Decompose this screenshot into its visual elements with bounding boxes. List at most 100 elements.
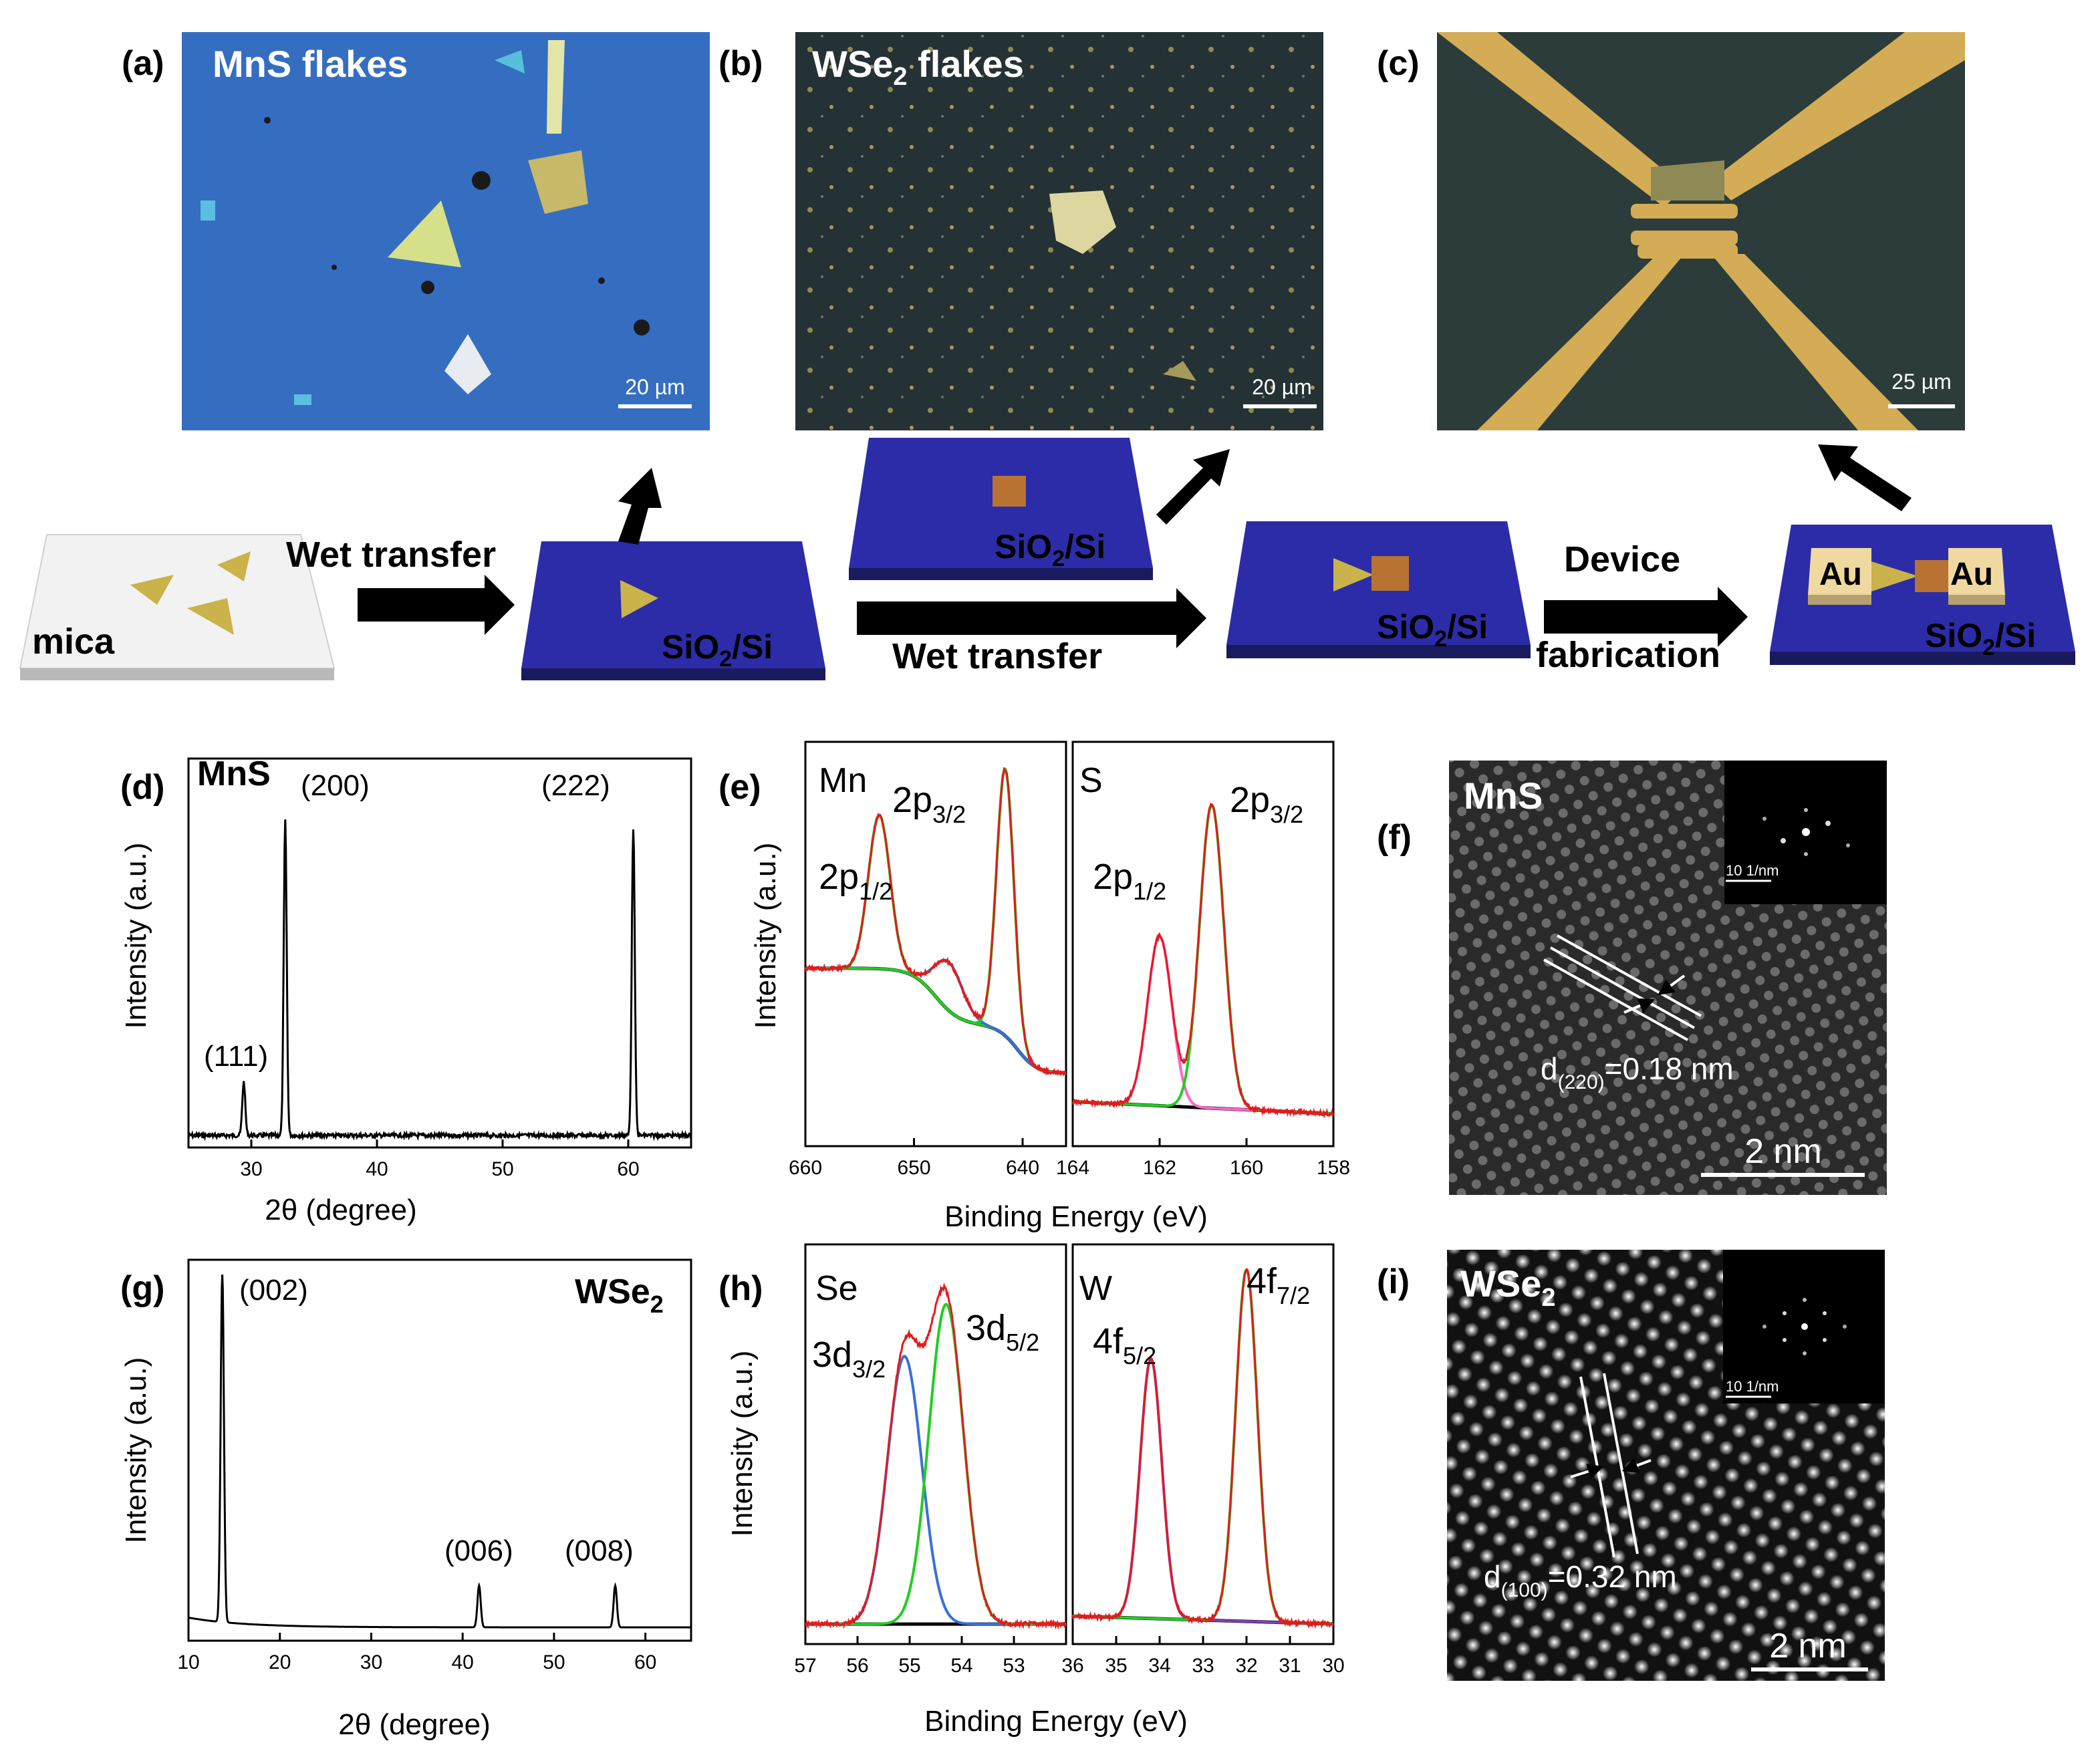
wet-transfer-label-1: Wet transfer xyxy=(286,535,496,575)
arrow-to-b xyxy=(1156,449,1230,525)
orbital-se-5-2: 3d5/2 xyxy=(966,1308,1039,1356)
chart-e-mn: 660 650 640 xyxy=(789,740,1067,1179)
chart-g: 10 20 30 40 50 60 xyxy=(177,1258,692,1673)
ylabel-h: Intensity (a.u.) xyxy=(726,1351,759,1537)
scale-label-f: 2 nm xyxy=(1744,1132,1822,1171)
ylabel-d: Intensity (a.u.) xyxy=(120,843,152,1029)
chart-h-w-tick-label: 35 xyxy=(1105,1655,1127,1677)
scale-label-b: 20 µm xyxy=(1252,375,1312,399)
arrow-to-a xyxy=(618,468,662,545)
ylabel-e: Intensity (a.u.) xyxy=(749,843,782,1029)
title-a: MnS flakes xyxy=(213,43,408,85)
tem-image-i xyxy=(1447,1250,1885,1681)
scale-label-i: 2 nm xyxy=(1769,1627,1847,1665)
panel-label-a: (a) xyxy=(122,44,164,83)
orbital-s-3-2: 2p3/2 xyxy=(1230,780,1303,828)
chart-g-frame xyxy=(187,1258,692,1642)
peak-label-d-111: (111) xyxy=(204,1040,268,1073)
element-mn: Mn xyxy=(819,761,867,800)
chart-d: 30 40 50 60 xyxy=(187,757,692,1180)
scale-label-c: 25 µm xyxy=(1891,370,1952,394)
arrow-device-fabrication xyxy=(1544,587,1748,647)
chart-g-tick-label: 60 xyxy=(634,1651,656,1673)
chart-h-w-tick-label: 36 xyxy=(1061,1655,1083,1677)
chart-e-s-frame xyxy=(1071,740,1335,1147)
micrograph-b xyxy=(795,32,1323,430)
chart-d-tick-label: 40 xyxy=(366,1158,388,1180)
title-f: MnS xyxy=(1464,775,1543,817)
panel-label-h: (h) xyxy=(718,1269,763,1308)
fabrication-label: fabrication xyxy=(1536,635,1720,675)
orbital-se-3-2: 3d3/2 xyxy=(812,1335,886,1383)
chart-d-series xyxy=(188,819,692,1141)
arrow-wet-transfer-2 xyxy=(857,588,1206,648)
wet-transfer-label-2: Wet transfer xyxy=(892,636,1102,676)
chart-e-mn-component-0 xyxy=(805,813,1066,1075)
chart-h-w-tick-label: 30 xyxy=(1322,1655,1344,1677)
au-label-right: Au xyxy=(1950,557,1993,592)
title-b: WSe2 flakes xyxy=(812,43,1024,91)
au-label-left: Au xyxy=(1819,557,1862,592)
chart-h-se-tick-label: 56 xyxy=(846,1655,868,1677)
panel-label-b: (b) xyxy=(718,44,763,83)
panel-label-c: (c) xyxy=(1377,44,1420,83)
element-w: W xyxy=(1079,1269,1112,1308)
d-spacing-i: d(100)=0.32 nm xyxy=(1484,1559,1677,1601)
chart-e-s-tick-label: 164 xyxy=(1056,1157,1089,1179)
substrate-3 xyxy=(1226,521,1531,658)
chart-e-s-tick-label: 160 xyxy=(1230,1157,1263,1179)
chart-d-tick-label: 50 xyxy=(491,1158,513,1180)
chart-h-se-tick-label: 54 xyxy=(950,1655,972,1677)
chart-e-mn-tick-label: 640 xyxy=(1006,1157,1039,1179)
xlabel-d: 2θ (degree) xyxy=(265,1194,416,1226)
chart-e-s-component-1 xyxy=(1073,803,1333,1115)
chart-e-mn-frame xyxy=(804,740,1067,1147)
chart-e-s-measured xyxy=(1071,803,1334,1119)
orbital-mn-3-2: 2p3/2 xyxy=(892,780,966,828)
chart-d-frame xyxy=(187,757,692,1149)
element-se: Se xyxy=(815,1269,858,1308)
orbital-w-5-2: 4f5/2 xyxy=(1093,1321,1156,1369)
chart-e-mn-measured xyxy=(804,767,1067,1077)
peak-label-g-002: (002) xyxy=(239,1274,308,1307)
element-s: S xyxy=(1079,761,1103,800)
chart-e-mn-tick-label: 660 xyxy=(789,1157,822,1179)
title-i: WSe2 xyxy=(1460,1262,1556,1312)
chart-h-se: 57 56 55 54 53 xyxy=(794,1243,1067,1677)
d-spacing-f: d(220)=0.18 nm xyxy=(1541,1051,1734,1093)
mica-substrate xyxy=(19,534,336,680)
substrate-label-wse2: SiO2/Si xyxy=(995,528,1105,571)
chart-e-s: 164 162 160 158 xyxy=(1056,740,1350,1179)
orbital-w-7-2: 4f7/2 xyxy=(1246,1261,1310,1309)
orbital-mn-1-2: 2p1/2 xyxy=(819,857,892,905)
chart-h-w-measured xyxy=(1071,1268,1335,1629)
panel-label-f: (f) xyxy=(1377,818,1412,857)
panel-label-i: (i) xyxy=(1377,1262,1410,1301)
chart-g-series xyxy=(188,1274,691,1629)
substrate-label-1: SiO2/Si xyxy=(662,628,773,672)
inset-scale-i: 10 1/nm xyxy=(1726,1378,1779,1395)
chart-h-se-tick-label: 55 xyxy=(898,1655,920,1677)
title-g: WSe2 xyxy=(575,1272,664,1318)
micrograph-a xyxy=(182,32,710,430)
peak-label-d-222: (222) xyxy=(541,769,610,802)
chart-d-tick-label: 30 xyxy=(240,1158,262,1180)
chart-h-se-tick-label: 57 xyxy=(794,1655,816,1677)
chart-g-tick-label: 20 xyxy=(269,1651,291,1673)
panel-label-d: (d) xyxy=(120,768,164,807)
chart-h-w-tick-label: 32 xyxy=(1235,1655,1257,1677)
chart-h-w-tick-label: 33 xyxy=(1192,1655,1214,1677)
xlabel-e: Binding Energy (eV) xyxy=(944,1200,1208,1233)
chart-h-w-component-0 xyxy=(1072,1357,1333,1626)
chart-h-se-tick-label: 53 xyxy=(1003,1655,1025,1677)
chart-h-se-frame xyxy=(804,1243,1067,1645)
panel-label-g: (g) xyxy=(120,1269,164,1308)
chart-g-tick-label: 40 xyxy=(451,1651,473,1673)
chart-e-mn-background xyxy=(805,966,1066,1075)
scale-label-a: 20 µm xyxy=(625,375,685,399)
device-label: Device xyxy=(1564,539,1680,579)
chart-h-w-tick-label: 31 xyxy=(1279,1655,1301,1677)
chart-e-mn-component-1 xyxy=(805,958,1066,1075)
panel-label-e: (e) xyxy=(718,768,761,807)
